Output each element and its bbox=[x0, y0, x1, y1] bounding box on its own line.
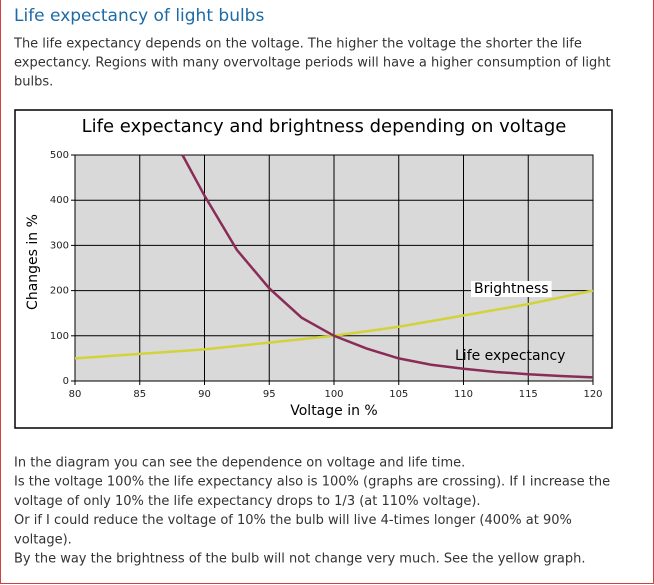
x-axis-label: Voltage in % bbox=[290, 403, 377, 419]
series-label: Brightness bbox=[474, 281, 549, 297]
chart-title: Life expectancy and brightness depending… bbox=[82, 116, 567, 137]
y-tick-label: 400 bbox=[50, 195, 69, 206]
intro-line: expectancy. Regions with many overvoltag… bbox=[14, 56, 611, 71]
x-tick-label: 100 bbox=[324, 389, 343, 400]
y-axis-label: Changes in % bbox=[25, 214, 41, 310]
y-tick-label: 100 bbox=[50, 331, 69, 342]
note-line: By the way the brightness of the bulb wi… bbox=[14, 552, 586, 567]
note-line: voltage of only 10% the life expectancy … bbox=[14, 494, 481, 509]
x-tick-label: 115 bbox=[519, 389, 538, 400]
x-tick-label: 85 bbox=[133, 389, 146, 400]
note-line: In the diagram you can see the dependenc… bbox=[14, 456, 465, 471]
x-tick-label: 120 bbox=[583, 389, 602, 400]
y-tick-label: 500 bbox=[50, 150, 69, 161]
plot-border bbox=[74, 154, 594, 382]
intro-line: bulbs. bbox=[14, 75, 53, 90]
y-tick-label: 0 bbox=[63, 376, 69, 387]
x-tick-label: 90 bbox=[198, 389, 211, 400]
x-tick-label: 80 bbox=[69, 389, 82, 400]
note-line: Is the voltage 100% the life expectancy … bbox=[14, 475, 610, 490]
note-line: voltage). bbox=[14, 532, 72, 547]
x-tick-label: 110 bbox=[454, 389, 473, 400]
x-tick-label: 105 bbox=[389, 389, 408, 400]
heading: Life expectancy of light bulbs bbox=[14, 6, 264, 26]
series-label: Life expectancy bbox=[455, 348, 565, 364]
y-tick-label: 200 bbox=[50, 286, 69, 297]
y-tick-label: 300 bbox=[50, 240, 69, 251]
x-tick-label: 95 bbox=[263, 389, 276, 400]
intro-line: The life expectancy depends on the volta… bbox=[13, 37, 582, 52]
note-line: Or if I could reduce the voltage of 10% … bbox=[14, 513, 572, 528]
label-background bbox=[471, 281, 552, 297]
series-line bbox=[181, 154, 594, 379]
